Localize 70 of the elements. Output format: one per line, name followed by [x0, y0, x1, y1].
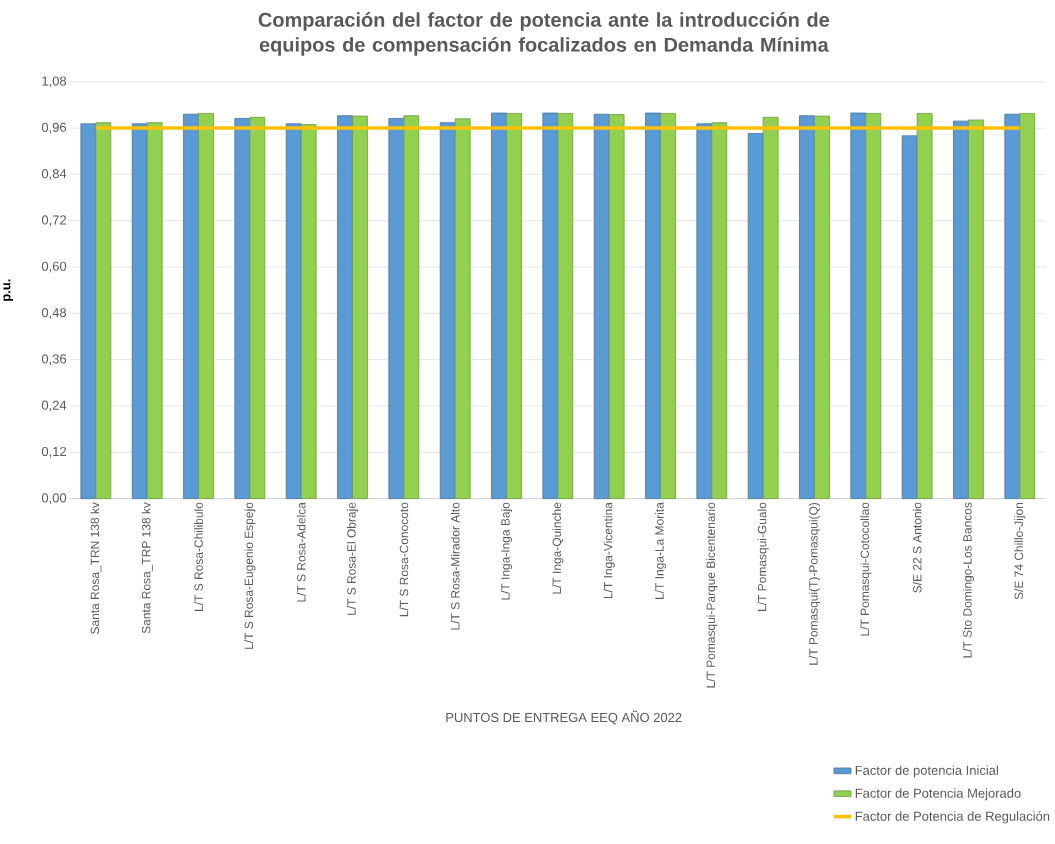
y-tick-label: 0,36 — [41, 354, 67, 366]
x-tick-label: L/T Inga-Quinche — [552, 502, 564, 594]
bar — [953, 120, 969, 500]
bar — [95, 122, 112, 500]
legend-label: Factor de Potencia de Regulación — [855, 811, 1050, 824]
bar — [198, 113, 214, 500]
bar — [234, 118, 251, 500]
bar — [645, 112, 661, 500]
bar — [1019, 113, 1036, 500]
x-tick-label: Santa Rosa_TRP 138 kv — [141, 502, 153, 634]
y-tick-label: 0,48 — [41, 308, 67, 319]
y-tick-label: 0,84 — [41, 169, 67, 180]
x-tick-label: L/T S Rosa-Eugenio Espejo — [244, 502, 256, 649]
x-tick-label: L/T Inga-La Morita — [654, 502, 667, 600]
bar — [491, 112, 507, 500]
x-tick-label: L/T S Rosa-Chilibulo — [194, 502, 203, 612]
bar — [608, 114, 625, 500]
bar — [146, 122, 163, 500]
x-tick-label: L/T S Rosa-Adelca — [296, 502, 306, 602]
y-tick-label: 0,60 — [41, 261, 67, 273]
y-tick-label: 0,96 — [41, 122, 67, 134]
x-tick-label: S/E 74 Chillo-Jijon — [1014, 503, 1026, 600]
bar — [711, 122, 728, 500]
y-tick-label: 0,24 — [41, 400, 67, 412]
bar — [762, 117, 779, 500]
bar — [183, 113, 199, 500]
bar — [1004, 113, 1021, 500]
bar — [249, 117, 266, 500]
bar — [968, 119, 984, 500]
legend-label: Factor de Potencia Mejorado — [855, 788, 1021, 801]
bar — [388, 118, 405, 500]
bar — [80, 123, 97, 500]
bar — [300, 124, 317, 500]
y-tick-label: 0,00 — [41, 493, 67, 505]
x-tick-label: L/T Pomasqui-Gualo — [757, 502, 769, 612]
x-axis-title: PUNTOS DE ENTREGA EEQ AÑO 2022 — [446, 710, 682, 725]
bar — [131, 123, 148, 500]
x-tick-label: L/T Sto Domingo-Los Bancos — [962, 502, 975, 658]
bar — [352, 115, 368, 500]
bar — [506, 113, 522, 500]
bar — [814, 115, 830, 500]
bar — [439, 122, 456, 500]
bar — [865, 113, 882, 500]
x-tick-label: S/E 22 S Antonio — [912, 502, 922, 593]
x-tick-label: L/T Inga-Vicentina — [603, 502, 615, 599]
y-tick-label: 0,12 — [41, 447, 66, 458]
x-tick-label: L/T S Rosa-El Obraje — [346, 502, 359, 616]
bar — [660, 113, 676, 500]
x-tick-label: L/T Inga-Inga Bajo — [500, 502, 513, 600]
x-tick-label: L/T S Rosa-Conocoto — [399, 502, 409, 617]
bar — [403, 115, 420, 500]
x-tick-label: L/T Pomasqui-Cotocollao — [860, 502, 872, 636]
bar — [850, 112, 867, 500]
y-tick-label: 1,08 — [42, 76, 67, 88]
bar — [696, 123, 713, 500]
bar — [454, 118, 471, 500]
x-tick-label: Santa Rosa_TRN 138 kv — [90, 502, 102, 635]
bar — [557, 113, 574, 500]
x-tick-label: L/T Pomasqui(T)-Pomasqui(Q) — [808, 503, 821, 665]
bar — [337, 115, 353, 500]
x-tick-label: L/T Pomasqui-Parque Bicentenario — [706, 502, 718, 688]
legend-label: Factor de potencia Inicial — [855, 765, 998, 778]
chart-title: Comparación del factor de potencia ante la introducción de equipos de compensación focalizados en Demanda Mínima — [258, 12, 830, 56]
bar — [285, 123, 302, 500]
bar — [542, 112, 559, 500]
bar — [799, 115, 815, 500]
x-tick-label: L/T S Rosa-Mirador Alto — [450, 502, 460, 630]
bar — [916, 113, 933, 500]
y-axis-title: p.u. — [3, 279, 14, 302]
y-tick-label: 0,72 — [41, 215, 66, 227]
